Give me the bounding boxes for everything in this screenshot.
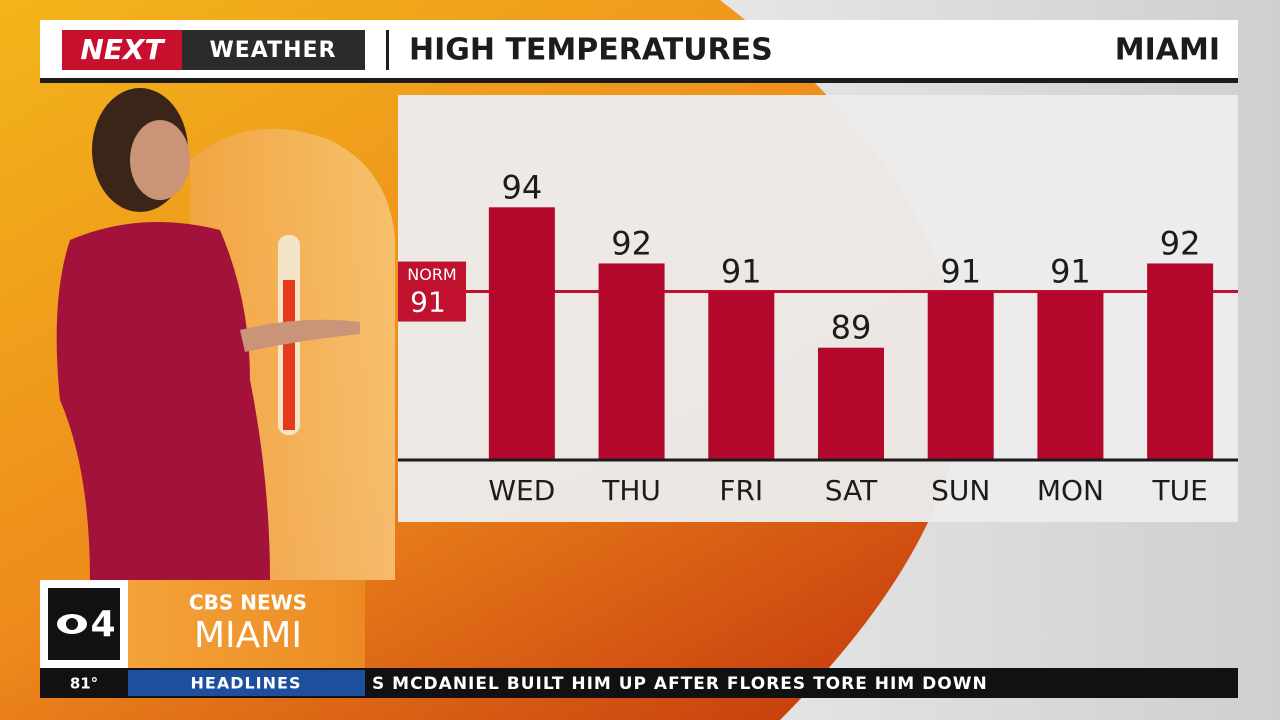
x-tick-label: SAT [825, 474, 878, 507]
ticker-section-box [128, 670, 365, 696]
value-label: 91 [940, 253, 981, 291]
x-tick-label: SUN [931, 474, 990, 507]
presenter-hand [240, 319, 360, 352]
thermometer-mercury [283, 280, 295, 430]
bar [488, 207, 555, 460]
cbs-eye-pupil [66, 618, 78, 630]
bar [927, 291, 994, 460]
value-label: 89 [831, 309, 872, 347]
plot: NORM 91 94 WED 92 THU 91 FRI 89 SAT 91 SUN 91 MON 92 TU… [398, 168, 1238, 507]
x-tick-label: MON [1037, 474, 1104, 507]
value-label: 92 [611, 224, 652, 262]
network-name: CBS NEWS [189, 591, 307, 615]
chart-title: HIGH TEMPERATURES [409, 33, 773, 68]
header-location: MIAMI [1115, 33, 1220, 68]
norm-box [398, 261, 466, 322]
value-label: 91 [1050, 253, 1091, 291]
logo-next: NEXT [80, 33, 165, 66]
value-label: 92 [1160, 224, 1201, 262]
bar [708, 291, 775, 460]
norm-label: NORM [407, 265, 456, 284]
value-label: 91 [721, 253, 762, 291]
presenter-dress [56, 222, 270, 580]
header-underline [40, 78, 1238, 83]
station-number: 4 [90, 604, 115, 645]
logo-weather: WEATHER [209, 38, 336, 63]
network-city: MIAMI [194, 615, 302, 656]
x-tick-label: WED [488, 474, 555, 507]
x-tick-label: THU [601, 474, 661, 507]
bar [1147, 263, 1214, 460]
ticker-headline: S MCDANIEL BUILT HIM UP AFTER FLORES TOR… [372, 674, 988, 694]
x-tick-label: FRI [719, 474, 763, 507]
network-logo-box [128, 580, 365, 668]
bar [1037, 291, 1104, 460]
bar [598, 263, 665, 460]
presenter-face [130, 120, 190, 200]
value-label: 94 [501, 168, 542, 206]
ticker-section: HEADLINES [191, 674, 302, 693]
ticker-temperature: 81° [70, 675, 98, 693]
logo-next-box [62, 30, 182, 70]
header-divider [386, 30, 389, 70]
x-tick-label: TUE [1151, 474, 1207, 507]
logo-weather-box [182, 30, 365, 70]
norm-value: 91 [410, 286, 446, 319]
bar [818, 347, 884, 460]
